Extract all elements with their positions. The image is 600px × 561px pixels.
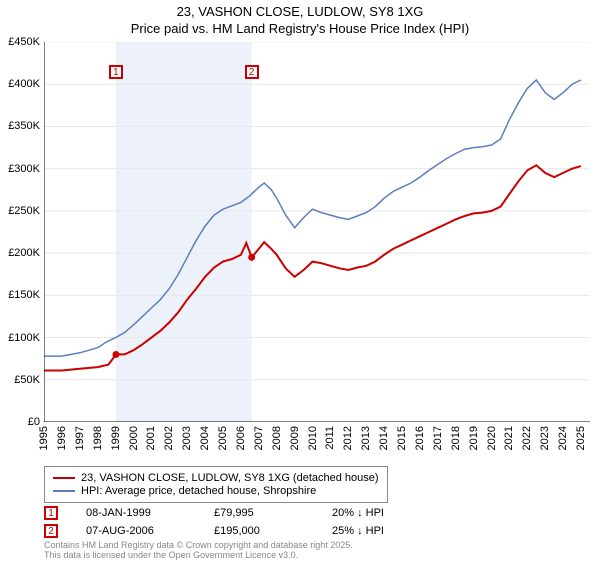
y-tick-label: £200K xyxy=(8,247,40,259)
x-tick-label: 2011 xyxy=(324,426,336,450)
x-tick-label: 1997 xyxy=(74,426,86,450)
x-tick-label: 2000 xyxy=(128,426,140,450)
x-tick-label: 2004 xyxy=(199,426,211,450)
x-tick-label: 2001 xyxy=(145,426,157,450)
x-tick-label: 2006 xyxy=(235,426,247,450)
footer-attribution: Contains HM Land Registry data © Crown c… xyxy=(44,540,353,561)
sale-marker-box: 2 xyxy=(44,524,58,538)
x-tick-label: 2007 xyxy=(253,426,265,450)
y-tick-label: £450K xyxy=(8,36,40,48)
highlight-band xyxy=(116,42,252,422)
x-tick-label: 2024 xyxy=(557,426,569,450)
sale-row: 2 07-AUG-2006 £195,000 25% ↓ HPI xyxy=(44,524,384,538)
chart-title: 23, VASHON CLOSE, LUDLOW, SY8 1XG Price … xyxy=(0,0,600,38)
y-tick-label: £350K xyxy=(8,120,40,132)
legend-swatch-hpi xyxy=(53,490,75,492)
x-tick-label: 2025 xyxy=(575,426,587,450)
footer-line-1: Contains HM Land Registry data © Crown c… xyxy=(44,540,353,550)
sale-marker-2: 2 xyxy=(245,65,259,79)
sale-price: £195,000 xyxy=(214,525,304,537)
sale-date: 08-JAN-1999 xyxy=(86,507,186,519)
x-tick-label: 2015 xyxy=(396,426,408,450)
sale-marker-1: 1 xyxy=(109,65,123,79)
title-line-2: Price paid vs. HM Land Registry's House … xyxy=(0,21,600,38)
legend-swatch-price-paid xyxy=(53,477,75,479)
legend-label-price-paid: 23, VASHON CLOSE, LUDLOW, SY8 1XG (detac… xyxy=(81,472,379,484)
sale-point-2 xyxy=(248,254,255,261)
x-tick-label: 2023 xyxy=(539,426,551,450)
x-tick-label: 1999 xyxy=(110,426,122,450)
y-tick-label: £50K xyxy=(14,374,40,386)
title-line-1: 23, VASHON CLOSE, LUDLOW, SY8 1XG xyxy=(0,4,600,21)
legend-row-price-paid: 23, VASHON CLOSE, LUDLOW, SY8 1XG (detac… xyxy=(53,472,379,484)
x-tick-label: 2009 xyxy=(289,426,301,450)
x-tick-label: 2020 xyxy=(486,426,498,450)
x-tick-label: 2010 xyxy=(307,426,319,450)
y-tick-label: £400K xyxy=(8,78,40,90)
x-tick-label: 2013 xyxy=(360,426,372,450)
x-tick-label: 2014 xyxy=(378,426,390,450)
sale-row: 1 08-JAN-1999 £79,995 20% ↓ HPI xyxy=(44,506,384,520)
x-tick-label: 1998 xyxy=(92,426,104,450)
sale-point-1 xyxy=(112,351,119,358)
sale-marker-box: 1 xyxy=(44,506,58,520)
x-tick-label: 2017 xyxy=(432,426,444,450)
sales-table: 1 08-JAN-1999 £79,995 20% ↓ HPI 2 07-AUG-2006… xyxy=(44,506,384,542)
x-tick-label: 2021 xyxy=(503,426,515,450)
footer-line-2: This data is licensed under the Open Gov… xyxy=(44,550,353,560)
legend-row-hpi: HPI: Average price, detached house, Shro… xyxy=(53,485,379,497)
x-tick-label: 2019 xyxy=(468,426,480,450)
y-tick-label: £250K xyxy=(8,205,40,217)
y-tick-label: £300K xyxy=(8,163,40,175)
sale-delta: 25% ↓ HPI xyxy=(332,525,384,537)
x-tick-label: 1996 xyxy=(56,426,68,450)
x-tick-label: 2012 xyxy=(342,426,354,450)
y-tick-label: £150K xyxy=(8,289,40,301)
x-tick-label: 2018 xyxy=(450,426,462,450)
price-line-chart xyxy=(44,42,590,422)
x-tick-label: 2022 xyxy=(521,426,533,450)
legend-label-hpi: HPI: Average price, detached house, Shro… xyxy=(81,485,316,497)
x-tick-label: 2005 xyxy=(217,426,229,450)
x-tick-label: 2016 xyxy=(414,426,426,450)
sale-date: 07-AUG-2006 xyxy=(86,525,186,537)
legend: 23, VASHON CLOSE, LUDLOW, SY8 1XG (detac… xyxy=(44,466,388,503)
x-tick-label: 2002 xyxy=(163,426,175,450)
sale-delta: 20% ↓ HPI xyxy=(332,507,384,519)
x-tick-label: 2003 xyxy=(181,426,193,450)
chart-area: £0£50K£100K£150K£200K£250K£300K£350K£400… xyxy=(44,42,590,422)
x-tick-label: 2008 xyxy=(271,426,283,450)
x-tick-label: 1995 xyxy=(38,426,50,450)
y-tick-label: £100K xyxy=(8,332,40,344)
sale-price: £79,995 xyxy=(214,507,304,519)
